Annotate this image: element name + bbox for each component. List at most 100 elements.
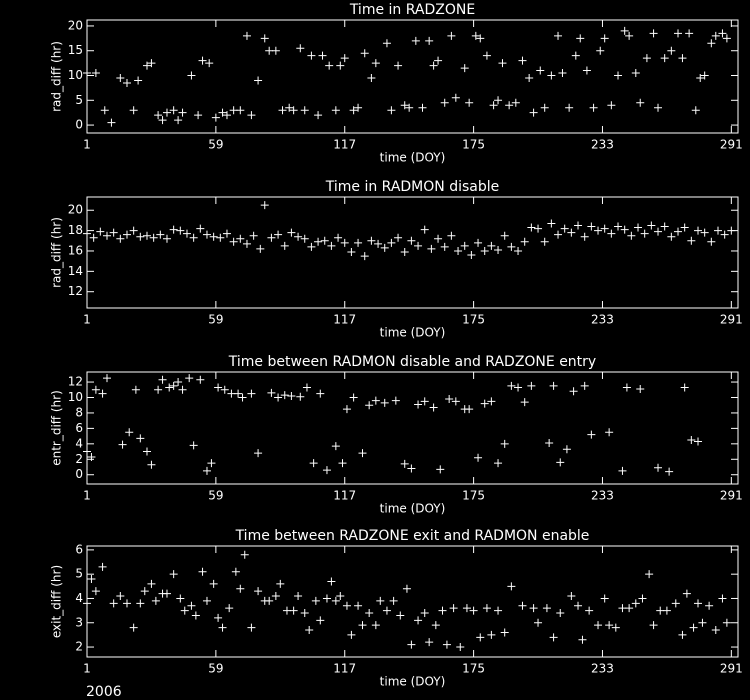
marker [365,401,374,410]
marker [562,445,571,454]
marker [620,26,629,35]
marker [380,398,389,407]
marker [158,116,167,125]
marker [589,103,598,112]
marker [636,98,645,107]
marker [527,223,536,232]
x-tick-label: 291 [720,138,743,152]
marker [100,106,109,115]
marker [280,391,289,400]
marker [118,440,127,449]
marker [560,224,569,233]
marker [382,606,391,615]
marker [429,403,438,412]
marker [605,428,614,437]
marker [107,118,116,127]
marker [391,396,400,405]
marker [316,616,325,625]
marker [414,616,423,625]
marker [254,587,263,596]
marker [367,236,376,245]
marker [91,587,100,596]
marker [689,623,698,632]
marker [456,643,465,652]
marker [267,233,276,242]
x-tick-label: 291 [720,313,743,327]
marker [254,449,263,458]
marker [222,229,231,238]
marker [218,108,227,117]
marker [140,587,149,596]
marker [429,61,438,70]
marker [556,609,565,618]
marker [647,221,656,230]
marker [505,101,514,110]
marker [640,229,649,238]
marker [142,231,151,240]
marker [411,36,420,45]
marker [314,237,323,246]
marker [380,243,389,252]
marker [358,449,367,458]
marker [162,108,171,117]
marker [487,397,496,406]
marker [136,434,145,443]
marker [674,227,683,236]
marker [207,459,216,468]
marker [158,375,167,384]
marker [722,618,731,627]
marker [229,237,238,246]
marker [425,638,434,647]
marker [316,389,325,398]
marker [296,392,305,401]
marker [660,222,669,231]
marker [371,396,380,405]
marker [169,381,178,390]
x-tick-label: 1 [83,313,91,327]
marker [520,237,529,246]
marker [131,385,140,394]
marker [627,231,636,240]
marker [434,234,443,243]
marker [525,73,534,82]
marker [580,381,589,390]
marker [549,633,558,642]
marker [242,31,251,40]
marker [196,375,205,384]
marker [202,596,211,605]
marker [387,238,396,247]
marker [376,596,385,605]
marker [202,230,211,239]
y-tick-label: 4 [75,591,83,605]
marker [529,604,538,613]
marker [540,237,549,246]
marker [187,71,196,80]
marker [354,601,363,610]
marker [567,228,576,237]
marker [367,73,376,82]
marker [542,604,551,613]
marker [91,385,100,394]
marker [667,232,676,241]
y-tick-label: 18 [68,223,83,237]
y-tick-label: 10 [68,68,83,82]
marker [98,562,107,571]
y-tick-label: 16 [68,243,83,257]
x-tick-label: 233 [591,138,614,152]
marker [447,31,456,40]
marker [574,601,583,610]
marker [518,56,527,65]
marker [327,241,336,250]
marker [511,98,520,107]
marker [711,626,720,635]
marker [569,387,578,396]
marker [489,101,498,110]
marker [556,458,565,467]
marker [254,76,263,85]
marker [260,34,269,43]
marker [211,113,220,122]
marker [622,383,631,392]
x-tick-label: 1 [83,489,91,503]
marker [642,54,651,63]
marker [611,623,620,632]
